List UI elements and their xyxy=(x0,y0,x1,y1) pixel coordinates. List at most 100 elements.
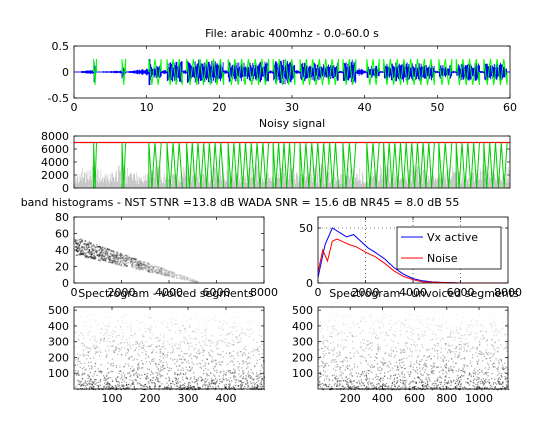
specu-cell xyxy=(388,322,390,324)
specv-cell xyxy=(107,312,108,313)
specu-cell xyxy=(341,385,343,388)
specu-cell xyxy=(458,387,460,390)
hist-cell xyxy=(93,249,95,252)
specv-cell xyxy=(151,359,153,361)
specu-cell xyxy=(394,385,396,387)
hist-cell xyxy=(123,265,125,267)
hist-cell xyxy=(88,256,90,258)
hist-cell xyxy=(111,254,113,256)
specv-cell xyxy=(206,344,208,346)
specv-cell xyxy=(179,330,181,332)
specu-cell xyxy=(351,374,353,377)
specv-cell xyxy=(136,319,138,322)
specv-cell xyxy=(197,353,199,355)
specu-cell xyxy=(484,367,486,369)
specv-cell xyxy=(261,340,263,342)
specv-cell xyxy=(163,345,165,347)
specu-cell xyxy=(447,336,449,338)
hist-cell xyxy=(195,281,198,284)
specv-cell xyxy=(158,373,160,375)
specv-cell xyxy=(217,347,219,349)
specu-cell xyxy=(347,386,349,388)
specv-cell xyxy=(222,377,224,379)
specv-cell xyxy=(212,382,214,385)
specv-cell xyxy=(121,381,123,383)
hist-cell xyxy=(101,249,103,251)
specu-cell xyxy=(342,361,344,363)
hist-cell xyxy=(181,277,183,280)
specv-cell xyxy=(111,371,114,373)
specv-cell xyxy=(183,386,186,389)
hist-cell xyxy=(168,276,171,278)
specv-cell xyxy=(97,381,99,383)
signal-xtick-label: 40 xyxy=(358,101,372,114)
specv-cell xyxy=(137,363,140,365)
specu-cell xyxy=(427,316,429,318)
specu-cell xyxy=(416,389,418,391)
hist-cell xyxy=(171,271,173,273)
legend-label-noise: Noise xyxy=(427,252,458,265)
specu-cell xyxy=(396,377,399,379)
lines-frame xyxy=(317,216,509,284)
specu-cell xyxy=(402,382,404,384)
specv-cell xyxy=(158,345,160,347)
hist-cell xyxy=(95,246,97,249)
hist-cell xyxy=(90,254,93,256)
hist-cell xyxy=(167,274,169,277)
specv-cell xyxy=(118,372,120,374)
hist-cell xyxy=(79,242,82,245)
specu-cell xyxy=(506,367,508,369)
specu-cell xyxy=(470,362,472,364)
specu-cell xyxy=(349,369,351,371)
specu-cell xyxy=(486,339,488,342)
specv-cell xyxy=(191,368,193,370)
specu-cell xyxy=(339,380,341,382)
hist-cell xyxy=(171,272,174,275)
specu-cell xyxy=(340,366,342,368)
specv-cell xyxy=(238,373,240,375)
hist-cell xyxy=(154,265,156,267)
hist-cell xyxy=(114,254,116,257)
hist-cell xyxy=(149,265,152,268)
specu-cell xyxy=(363,350,365,352)
specu-cell xyxy=(467,334,469,336)
specv-cell xyxy=(195,378,198,381)
specv-cell xyxy=(123,366,125,368)
specu-cell xyxy=(458,326,461,328)
specv-cell xyxy=(159,352,161,354)
specu-cell xyxy=(431,372,433,374)
hist-cell xyxy=(127,258,130,260)
specv-cell xyxy=(207,386,209,388)
specu-cell xyxy=(475,325,477,327)
specu-cell xyxy=(482,353,484,355)
specv-cell xyxy=(214,316,216,318)
specu-cell xyxy=(423,355,425,357)
specu-cell xyxy=(485,349,487,351)
specv-cell xyxy=(220,364,222,366)
specu-cell xyxy=(476,355,478,357)
specu-cell xyxy=(394,383,396,385)
specu-cell xyxy=(452,351,454,353)
hist-cell xyxy=(160,270,163,272)
specu-cell xyxy=(328,352,330,354)
specv-cell xyxy=(87,351,89,353)
specv-cell xyxy=(190,353,192,355)
specv-cell xyxy=(99,314,101,316)
specv-cell xyxy=(80,384,83,387)
specv-cell xyxy=(74,332,76,334)
specu-cell xyxy=(339,354,341,356)
vad-segment xyxy=(121,58,127,86)
hist-cell xyxy=(152,267,155,269)
specu-cell xyxy=(458,370,460,372)
specv-cell xyxy=(157,340,159,342)
hist-cell xyxy=(137,266,140,269)
hist-cell xyxy=(196,280,198,282)
hist-cell xyxy=(111,254,114,257)
hist-cell xyxy=(158,269,160,271)
specu-cell xyxy=(326,362,328,365)
specu-cell xyxy=(319,365,321,368)
specv-cell xyxy=(104,382,106,384)
specu-cell xyxy=(323,366,325,368)
specv-cell xyxy=(92,375,94,377)
hist-cell xyxy=(120,260,122,262)
